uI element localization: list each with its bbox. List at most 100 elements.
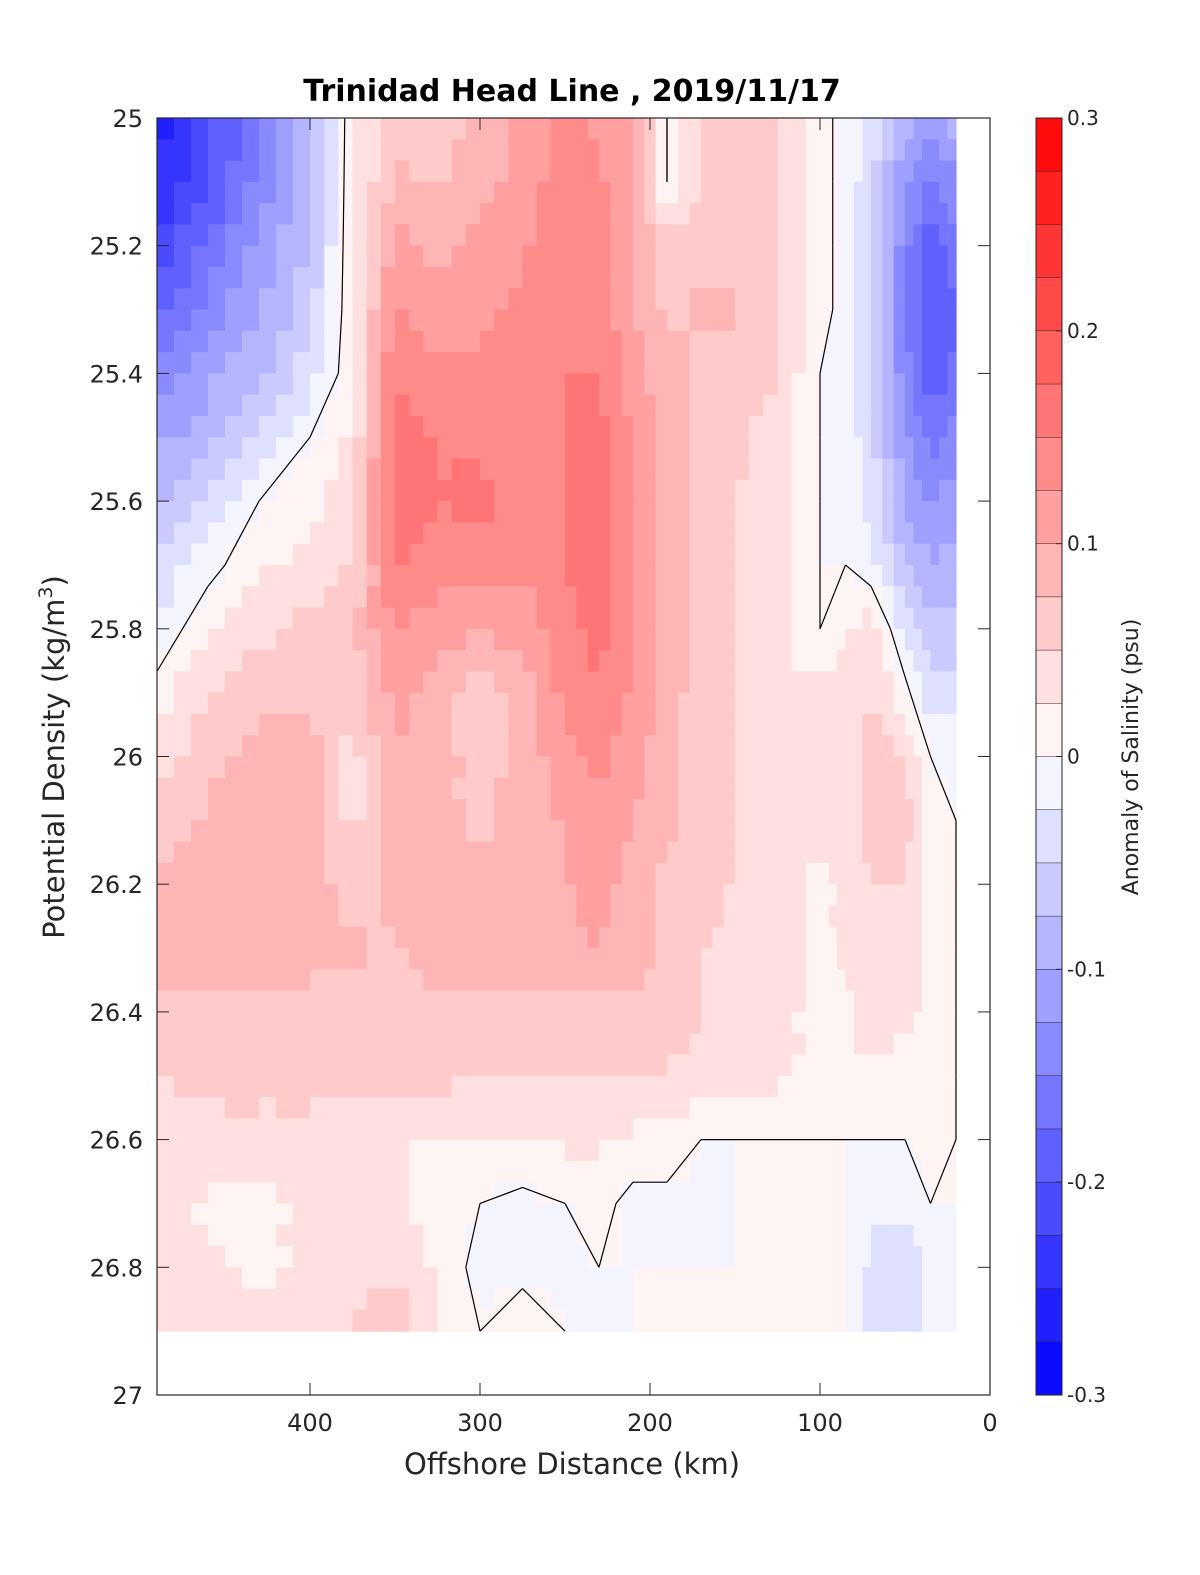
field-cell xyxy=(805,139,821,162)
field-cell xyxy=(644,288,657,311)
field-cell xyxy=(723,1288,736,1311)
field-cell xyxy=(712,522,725,545)
field-cell xyxy=(712,820,725,843)
field-cell xyxy=(423,288,439,311)
field-cell xyxy=(930,1267,940,1290)
field-cell xyxy=(763,394,779,417)
field-cell xyxy=(947,926,957,949)
field-cell xyxy=(893,266,906,289)
field-cell xyxy=(947,266,957,289)
field-cell xyxy=(871,926,883,949)
field-cell xyxy=(225,437,243,460)
field-cell xyxy=(763,1246,779,1268)
field-cell xyxy=(536,266,552,289)
field-cell xyxy=(644,841,657,864)
field-cell xyxy=(338,990,354,1013)
field-cell xyxy=(723,181,736,204)
field-cell xyxy=(922,628,932,651)
field-cell xyxy=(480,586,495,609)
field-cell xyxy=(633,288,645,311)
field-cell xyxy=(939,1288,949,1311)
field-cell xyxy=(480,501,495,523)
field-cell xyxy=(565,884,577,907)
field-cell xyxy=(508,1097,524,1119)
field-cell xyxy=(644,1267,657,1290)
field-cell xyxy=(862,862,872,885)
field-cell xyxy=(395,926,410,949)
field-cell xyxy=(536,203,552,226)
field-cell xyxy=(324,543,339,566)
field-cell xyxy=(366,777,382,800)
field-cell xyxy=(242,437,260,460)
field-cell xyxy=(437,990,453,1013)
colorbar-band xyxy=(1035,596,1063,651)
field-cell xyxy=(395,671,410,694)
field-cell xyxy=(338,969,354,992)
field-cell xyxy=(805,266,821,289)
field-cell xyxy=(338,160,354,183)
field-cell xyxy=(225,926,243,949)
field-cell xyxy=(922,543,932,566)
field-cell xyxy=(480,1288,495,1311)
field-cell xyxy=(791,1288,807,1311)
field-cell xyxy=(837,1097,847,1119)
field-cell xyxy=(655,373,668,396)
field-cell xyxy=(837,1118,847,1141)
field-cell xyxy=(854,586,864,609)
field-cell xyxy=(712,926,725,949)
field-cell xyxy=(655,266,668,289)
field-cell xyxy=(689,1011,702,1034)
field-cell xyxy=(293,1097,311,1119)
field-cell xyxy=(293,1267,311,1290)
field-cell xyxy=(791,160,807,183)
field-cell xyxy=(191,543,209,566)
field-cell xyxy=(655,1224,668,1247)
field-cell xyxy=(208,1097,226,1119)
field-cell xyxy=(565,756,577,779)
field-cell xyxy=(380,160,396,183)
field-cell xyxy=(655,671,668,694)
field-cell xyxy=(913,884,923,907)
field-cell xyxy=(310,501,325,523)
field-cell xyxy=(465,1182,481,1205)
field-cell xyxy=(947,628,957,651)
field-cell xyxy=(655,437,668,460)
field-cell xyxy=(749,245,764,268)
field-cell xyxy=(610,181,623,204)
field-cell xyxy=(259,564,277,587)
field-cell xyxy=(208,458,226,481)
field-cell xyxy=(550,1011,566,1034)
field-cell xyxy=(791,373,807,396)
field-cell xyxy=(324,756,339,779)
field-cell xyxy=(882,288,895,311)
field-cell xyxy=(324,607,339,630)
field-cell xyxy=(550,288,566,311)
field-cell xyxy=(395,352,410,374)
field-cell xyxy=(828,862,838,885)
field-cell xyxy=(536,309,552,332)
field-cell xyxy=(905,1097,915,1119)
field-cell xyxy=(893,671,906,694)
field-cell xyxy=(712,245,725,268)
field-cell xyxy=(712,1224,725,1247)
field-cell xyxy=(610,1267,623,1290)
field-cell xyxy=(451,501,467,523)
field-cell xyxy=(409,692,424,715)
field-cell xyxy=(423,905,439,928)
field-cell xyxy=(465,1160,481,1183)
field-cell xyxy=(599,266,611,289)
field-cell xyxy=(395,501,410,523)
field-cell xyxy=(871,373,883,396)
field-cell xyxy=(409,841,424,864)
field-cell xyxy=(749,394,764,417)
field-cell xyxy=(820,245,830,268)
field-cell xyxy=(820,288,830,311)
field-cell xyxy=(947,948,957,970)
field-cell xyxy=(712,181,725,204)
field-cell xyxy=(352,1097,368,1119)
field-cell xyxy=(947,777,957,800)
field-cell xyxy=(409,948,424,970)
zero-contour-segment xyxy=(522,1288,566,1332)
field-cell xyxy=(536,415,552,438)
field-cell xyxy=(882,1118,895,1141)
